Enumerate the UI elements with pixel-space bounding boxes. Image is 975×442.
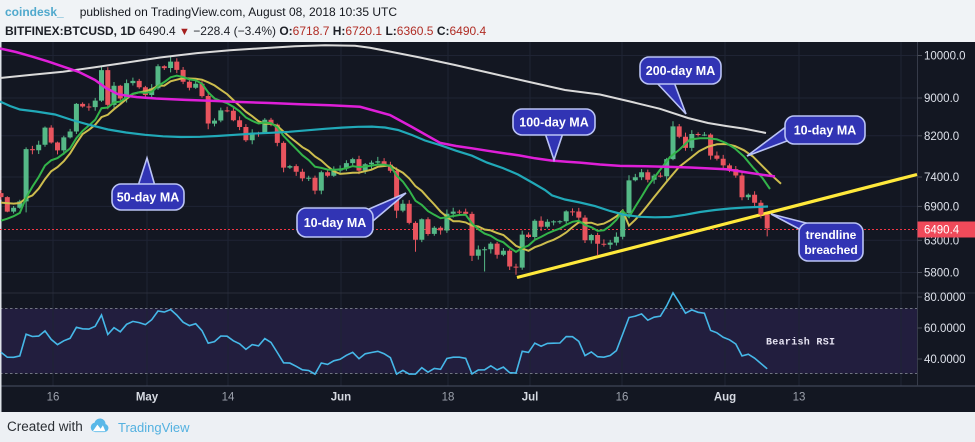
svg-text:5800.0: 5800.0 (924, 268, 959, 280)
svg-text:Bearish RSI: Bearish RSI (766, 337, 835, 349)
svg-text:80.0000: 80.0000 (924, 292, 966, 304)
svg-text:16: 16 (47, 392, 60, 404)
svg-text:7400.0: 7400.0 (924, 172, 959, 184)
svg-text:10-day MA: 10-day MA (304, 216, 367, 230)
svg-text:60.0000: 60.0000 (924, 323, 966, 335)
svg-text:40.0000: 40.0000 (924, 354, 966, 366)
svg-text:10000.0: 10000.0 (924, 51, 966, 63)
svg-text:May: May (136, 392, 159, 404)
svg-text:18: 18 (442, 392, 455, 404)
svg-text:13: 13 (793, 392, 806, 404)
svg-text:Jun: Jun (331, 392, 351, 404)
svg-text:trendline: trendline (806, 228, 857, 242)
svg-text:14: 14 (222, 392, 235, 404)
svg-text:6900.0: 6900.0 (924, 201, 959, 213)
svg-text:Jul: Jul (522, 392, 539, 404)
svg-text:8200.0: 8200.0 (924, 131, 959, 143)
svg-text:breached: breached (804, 243, 857, 257)
svg-text:50-day MA: 50-day MA (117, 190, 180, 204)
svg-text:16: 16 (616, 392, 629, 404)
svg-text:9000.0: 9000.0 (924, 93, 959, 105)
svg-text:10-day MA: 10-day MA (794, 123, 857, 137)
svg-text:6300.0: 6300.0 (924, 235, 959, 247)
svg-text:Aug: Aug (714, 392, 736, 404)
svg-text:200-day MA: 200-day MA (646, 64, 715, 78)
svg-text:6490.4: 6490.4 (924, 225, 960, 237)
svg-text:100-day MA: 100-day MA (519, 115, 588, 129)
